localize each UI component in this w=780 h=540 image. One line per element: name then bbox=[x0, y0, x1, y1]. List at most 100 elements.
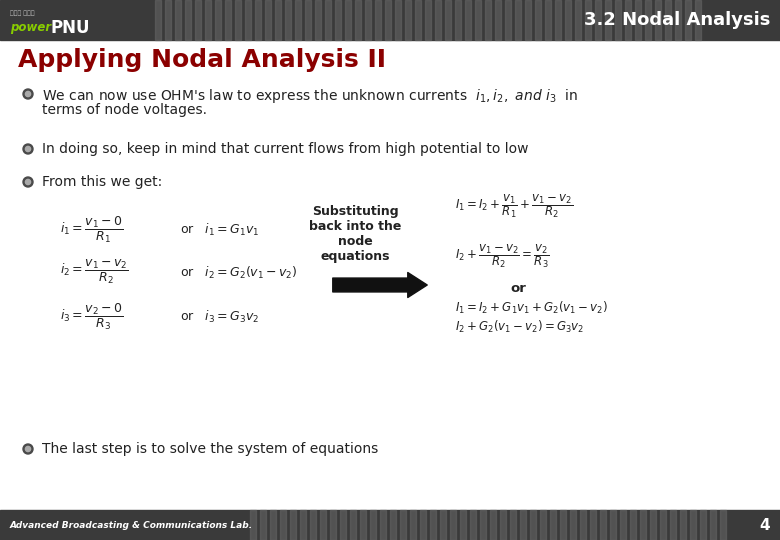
Bar bbox=[290, 510, 296, 540]
Text: $I_2 + \dfrac{v_1 - v_2}{R_2} = \dfrac{v_2}{R_3}$: $I_2 + \dfrac{v_1 - v_2}{R_2} = \dfrac{v… bbox=[455, 242, 550, 270]
Text: $i_1 = \dfrac{v_1 - 0}{R_1}$: $i_1 = \dfrac{v_1 - 0}{R_1}$ bbox=[60, 215, 123, 245]
Bar bbox=[675, 0, 681, 40]
Bar bbox=[305, 0, 311, 40]
Circle shape bbox=[23, 444, 33, 454]
Bar bbox=[580, 510, 586, 540]
Text: The last step is to solve the system of equations: The last step is to solve the system of … bbox=[42, 442, 378, 456]
Circle shape bbox=[26, 91, 30, 97]
Bar bbox=[590, 510, 596, 540]
Bar bbox=[480, 510, 486, 540]
Text: 3.2 Nodal Analysis: 3.2 Nodal Analysis bbox=[583, 11, 770, 29]
Circle shape bbox=[26, 179, 30, 185]
Bar bbox=[535, 0, 541, 40]
Bar bbox=[465, 0, 471, 40]
Text: PNU: PNU bbox=[50, 19, 90, 37]
Text: In doing so, keep in mind that current flows from high potential to low: In doing so, keep in mind that current f… bbox=[42, 142, 529, 156]
Bar bbox=[485, 0, 491, 40]
Bar bbox=[690, 510, 696, 540]
Bar bbox=[340, 510, 346, 540]
Bar bbox=[0, 510, 780, 540]
Bar bbox=[665, 0, 671, 40]
Bar bbox=[545, 0, 551, 40]
Text: or   $i_2 = G_2(v_1 - v_2)$: or $i_2 = G_2(v_1 - v_2)$ bbox=[180, 265, 298, 281]
Bar bbox=[650, 510, 656, 540]
Text: Advanced Broadcasting & Communications Lab.: Advanced Broadcasting & Communications L… bbox=[10, 521, 254, 530]
Bar bbox=[365, 0, 371, 40]
Bar bbox=[625, 0, 631, 40]
Bar bbox=[245, 0, 251, 40]
Text: $i_2 = \dfrac{v_1 - v_2}{R_2}$: $i_2 = \dfrac{v_1 - v_2}{R_2}$ bbox=[60, 258, 129, 286]
Bar bbox=[380, 510, 386, 540]
Bar bbox=[525, 0, 531, 40]
Bar bbox=[520, 510, 526, 540]
Bar bbox=[610, 510, 616, 540]
Text: or: or bbox=[510, 282, 526, 295]
Bar bbox=[275, 0, 281, 40]
Bar bbox=[645, 0, 651, 40]
Bar bbox=[360, 510, 366, 540]
Bar bbox=[205, 0, 211, 40]
Bar bbox=[280, 510, 286, 540]
Bar bbox=[410, 510, 416, 540]
Bar bbox=[260, 510, 266, 540]
Bar bbox=[540, 510, 546, 540]
Bar bbox=[560, 510, 566, 540]
Bar bbox=[185, 0, 191, 40]
Text: $i_3 = \dfrac{v_2 - 0}{R_3}$: $i_3 = \dfrac{v_2 - 0}{R_3}$ bbox=[60, 302, 123, 332]
Text: or   $i_1 = G_1 v_1$: or $i_1 = G_1 v_1$ bbox=[180, 222, 259, 238]
Bar bbox=[565, 0, 571, 40]
Bar bbox=[255, 0, 261, 40]
Bar bbox=[505, 0, 511, 40]
Bar bbox=[435, 0, 441, 40]
Bar bbox=[355, 0, 361, 40]
Text: Applying Nodal Analysis II: Applying Nodal Analysis II bbox=[18, 48, 386, 72]
Bar bbox=[575, 0, 581, 40]
Bar bbox=[595, 0, 601, 40]
Bar bbox=[335, 0, 341, 40]
Text: or   $i_3 = G_3 v_2$: or $i_3 = G_3 v_2$ bbox=[180, 309, 259, 325]
Bar bbox=[215, 0, 221, 40]
Bar bbox=[390, 510, 396, 540]
Bar bbox=[165, 0, 171, 40]
Circle shape bbox=[23, 89, 33, 99]
Bar bbox=[635, 0, 641, 40]
Bar bbox=[225, 0, 231, 40]
Bar bbox=[530, 510, 536, 540]
Bar bbox=[415, 0, 421, 40]
Text: We can now use OHM's law to express the unknown currents  $i_1, i_2,\ \mathit{an: We can now use OHM's law to express the … bbox=[42, 87, 578, 105]
Bar bbox=[285, 0, 291, 40]
Bar bbox=[585, 0, 591, 40]
Bar bbox=[460, 510, 466, 540]
Bar bbox=[265, 0, 271, 40]
Bar bbox=[175, 0, 181, 40]
Bar bbox=[330, 510, 336, 540]
Bar bbox=[600, 510, 606, 540]
Bar bbox=[295, 0, 301, 40]
Text: From this we get:: From this we get: bbox=[42, 175, 162, 189]
Text: 4: 4 bbox=[760, 517, 770, 532]
Text: power: power bbox=[10, 22, 51, 35]
Text: Substituting
back into the
node
equations: Substituting back into the node equation… bbox=[309, 205, 401, 263]
Bar bbox=[310, 510, 316, 540]
Bar bbox=[405, 0, 411, 40]
Bar bbox=[570, 510, 576, 540]
Bar bbox=[660, 510, 666, 540]
Bar bbox=[495, 0, 501, 40]
Bar bbox=[700, 510, 706, 540]
Bar bbox=[640, 510, 646, 540]
Bar bbox=[250, 510, 256, 540]
Circle shape bbox=[26, 447, 30, 451]
Bar bbox=[620, 510, 626, 540]
Bar bbox=[320, 510, 326, 540]
Bar bbox=[345, 0, 351, 40]
Bar bbox=[615, 0, 621, 40]
Bar bbox=[325, 0, 331, 40]
Bar bbox=[370, 510, 376, 540]
Bar bbox=[710, 510, 716, 540]
Bar bbox=[490, 510, 496, 540]
Text: $I_1 = I_2 + \dfrac{v_1}{R_1} + \dfrac{v_1 - v_2}{R_2}$: $I_1 = I_2 + \dfrac{v_1}{R_1} + \dfrac{v… bbox=[455, 192, 573, 220]
Bar bbox=[475, 0, 481, 40]
Bar bbox=[655, 0, 661, 40]
Text: $I_1 = I_2 + G_1 v_1 + G_2(v_1 - v_2)$: $I_1 = I_2 + G_1 v_1 + G_2(v_1 - v_2)$ bbox=[455, 300, 608, 316]
Bar bbox=[0, 0, 780, 40]
